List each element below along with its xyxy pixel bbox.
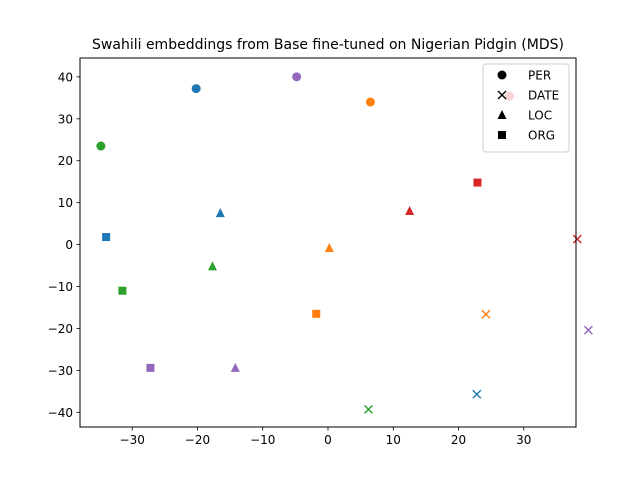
legend-label: LOC xyxy=(528,109,552,123)
y-tick-label: 10 xyxy=(58,196,73,210)
data-point-x xyxy=(572,234,582,244)
data-point-x xyxy=(481,309,491,319)
data-point-square xyxy=(312,309,321,318)
data-point-x xyxy=(363,404,373,414)
x-tick-label: 0 xyxy=(324,433,332,447)
data-point-triangle xyxy=(230,362,240,372)
x-tick-label: 30 xyxy=(516,433,531,447)
plot-frame xyxy=(79,57,577,428)
y-tick-label: 20 xyxy=(58,154,73,168)
x-tick-label: −10 xyxy=(250,433,275,447)
legend-x-icon xyxy=(497,90,507,100)
data-point-circle xyxy=(191,84,201,94)
y-tick-label: −30 xyxy=(48,364,73,378)
y-tick-label: 0 xyxy=(65,238,73,252)
y-tick-label: −20 xyxy=(48,322,73,336)
legend-label: DATE xyxy=(528,89,559,103)
data-point-square xyxy=(473,178,482,187)
y-tick-label: 30 xyxy=(58,112,73,126)
data-point-square xyxy=(102,233,111,242)
x-tick-label: 10 xyxy=(386,433,401,447)
legend-square-icon xyxy=(498,131,506,139)
data-point-square xyxy=(146,363,155,372)
legend-label: ORG xyxy=(528,129,555,143)
data-point-triangle xyxy=(215,208,225,218)
data-point-square xyxy=(118,286,127,295)
y-axis-ticks: −40 −30 −20 −10 0 10 20 30 40 xyxy=(48,70,80,420)
data-point-circle xyxy=(96,141,106,151)
legend-label: PER xyxy=(528,69,551,83)
data-point-x xyxy=(472,389,482,399)
x-tick-label: −30 xyxy=(120,433,145,447)
data-point-circle xyxy=(365,97,375,107)
y-tick-label: −10 xyxy=(48,280,73,294)
legend-circle-icon xyxy=(497,70,507,80)
x-tick-label: −20 xyxy=(185,433,210,447)
y-tick-label: 40 xyxy=(58,70,73,84)
data-point-triangle xyxy=(207,261,217,271)
legend: PER DATE LOC ORG xyxy=(482,63,570,153)
x-tick-label: 20 xyxy=(451,433,466,447)
y-tick-label: −40 xyxy=(48,406,73,420)
data-point-circle xyxy=(292,72,302,82)
data-point-triangle xyxy=(324,242,334,252)
x-axis-ticks: −30 −20 −10 0 10 20 30 xyxy=(120,427,531,447)
data-point-triangle xyxy=(405,206,415,216)
data-point-x xyxy=(583,325,593,335)
legend-triangle-icon xyxy=(497,110,507,119)
legend-box xyxy=(482,63,570,153)
chart-title: Swahili embeddings from Base fine-tuned … xyxy=(92,37,564,53)
